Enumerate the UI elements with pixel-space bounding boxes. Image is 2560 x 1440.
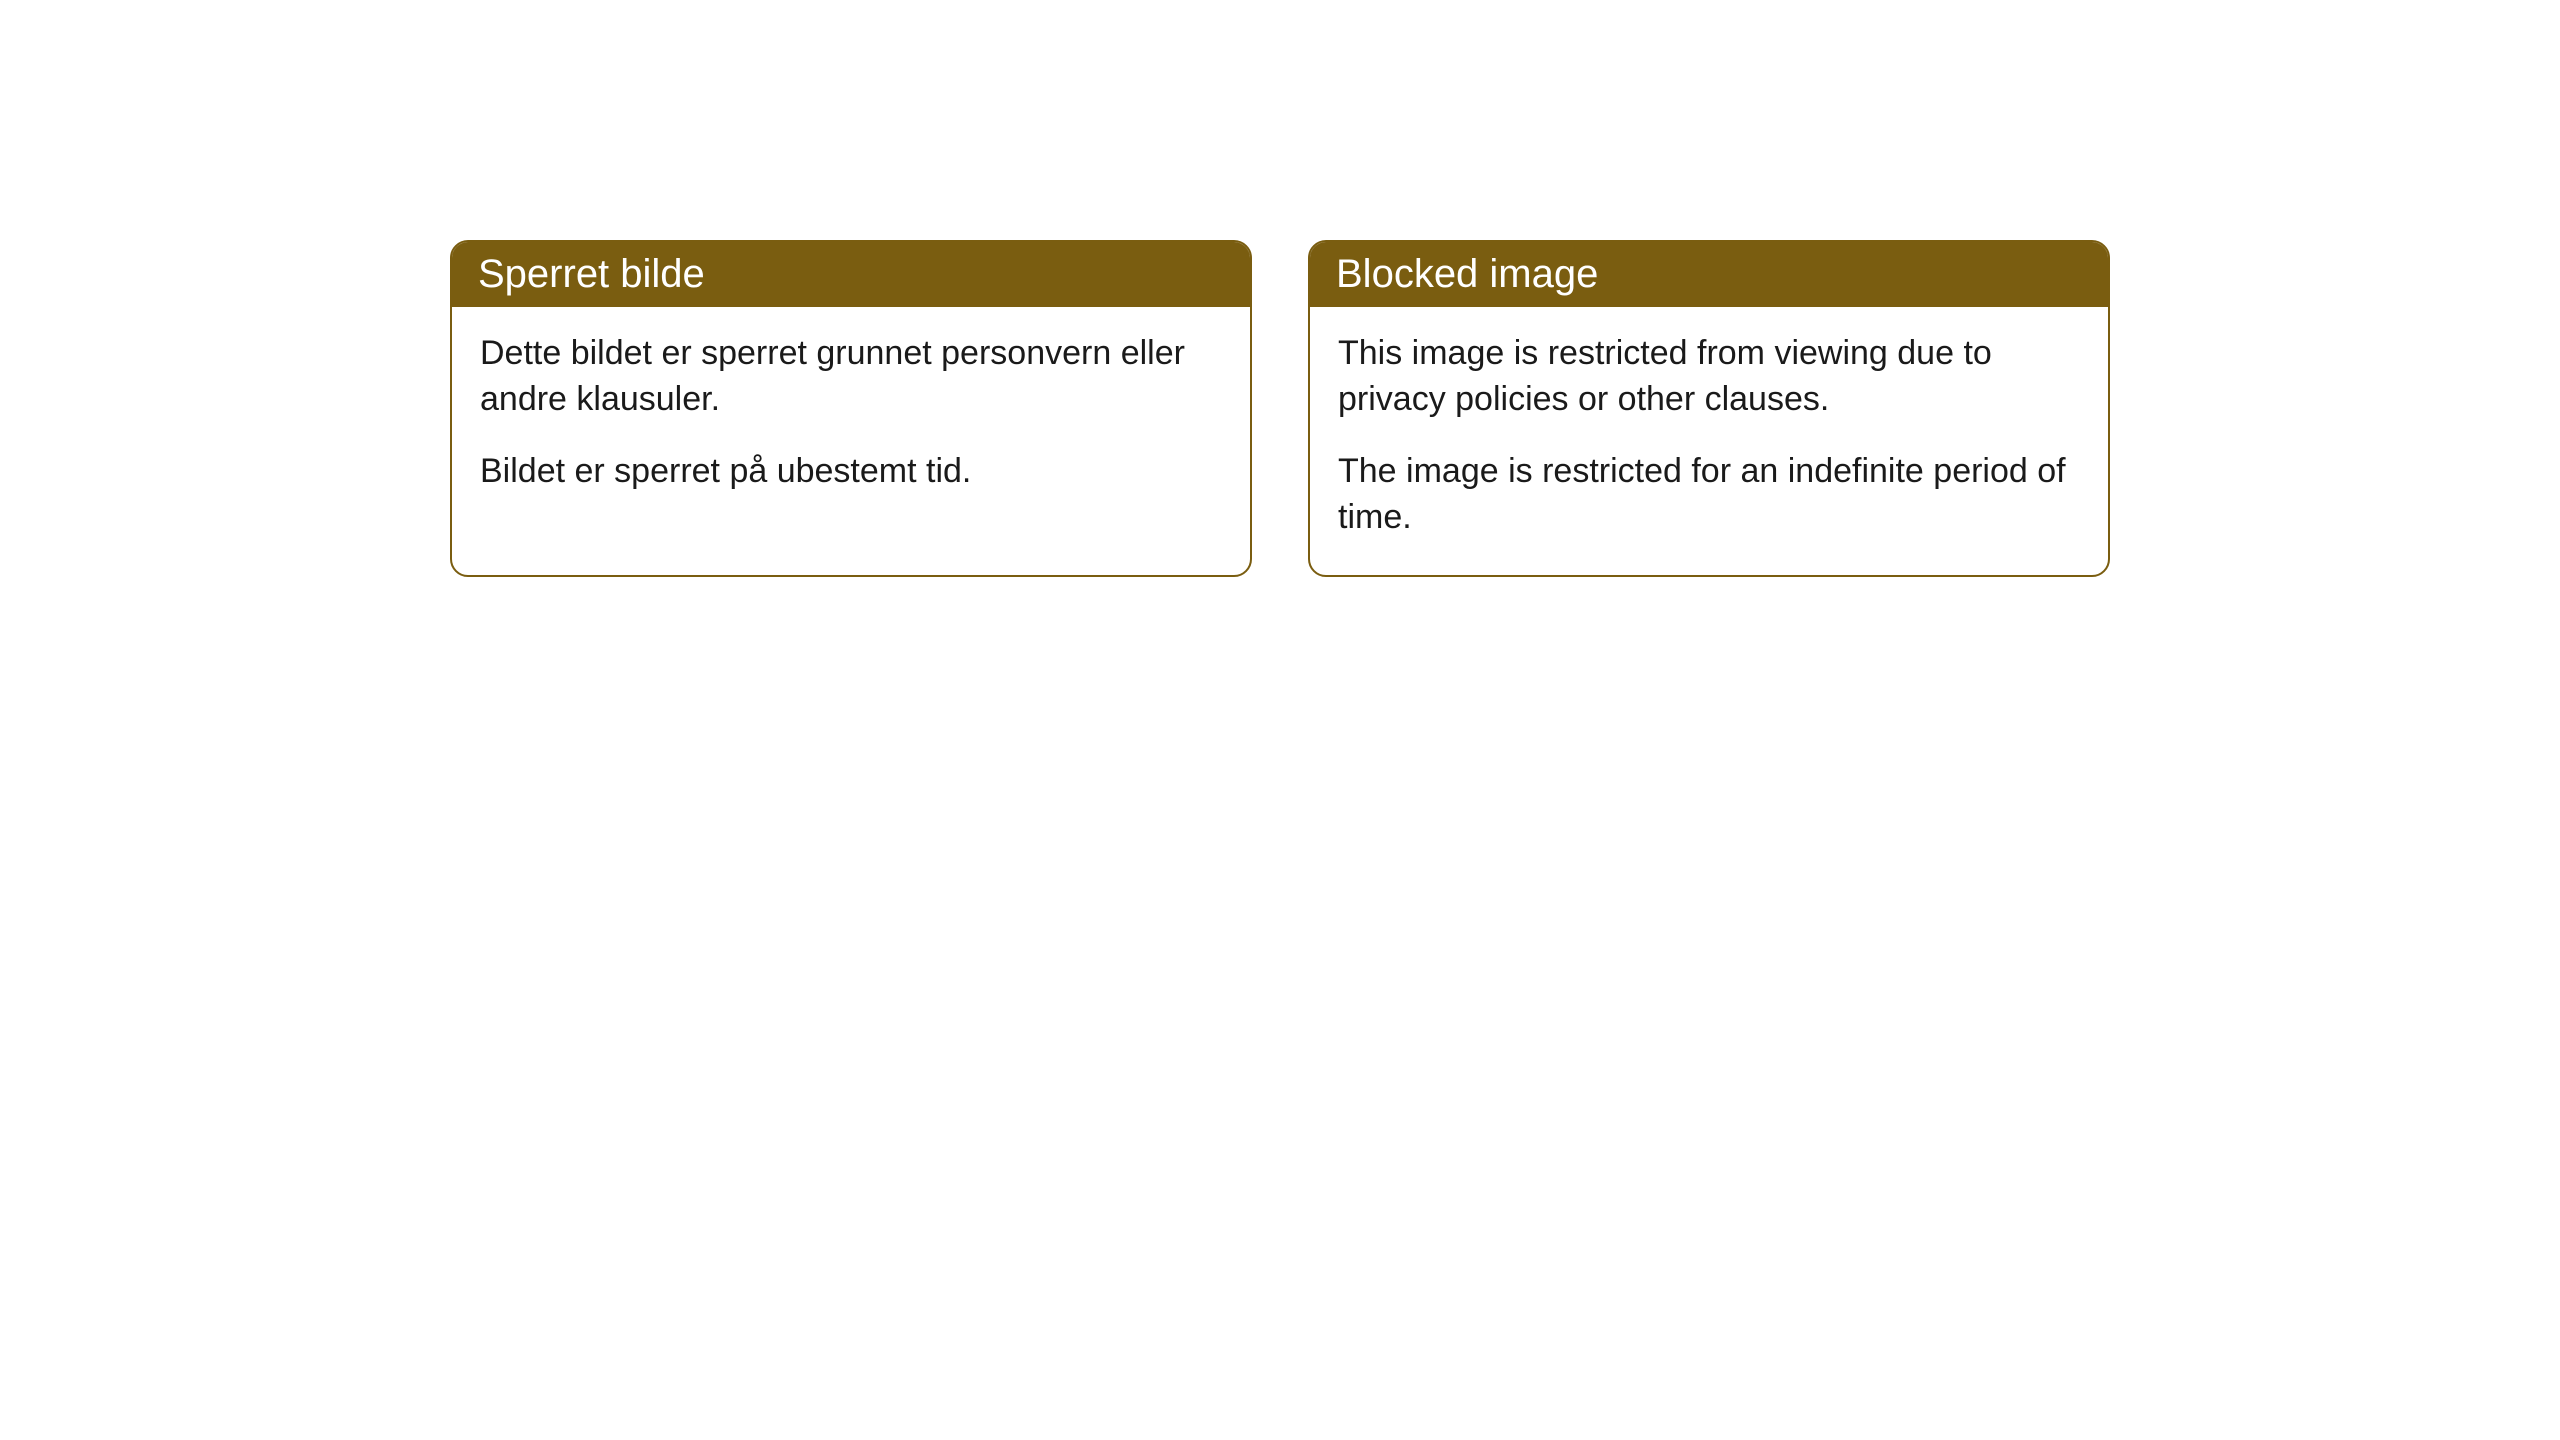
notice-card-english: Blocked image This image is restricted f… <box>1308 240 2110 577</box>
card-text-line1: Dette bildet er sperret grunnet personve… <box>480 331 1222 423</box>
card-text-line2: Bildet er sperret på ubestemt tid. <box>480 449 1222 495</box>
card-text-line2: The image is restricted for an indefinit… <box>1338 449 2080 541</box>
card-header-english: Blocked image <box>1310 242 2108 307</box>
card-header-norwegian: Sperret bilde <box>452 242 1250 307</box>
card-body-english: This image is restricted from viewing du… <box>1310 307 2108 575</box>
card-body-norwegian: Dette bildet er sperret grunnet personve… <box>452 307 1250 529</box>
notice-card-norwegian: Sperret bilde Dette bildet er sperret gr… <box>450 240 1252 577</box>
notice-cards-row: Sperret bilde Dette bildet er sperret gr… <box>450 240 2110 577</box>
card-text-line1: This image is restricted from viewing du… <box>1338 331 2080 423</box>
